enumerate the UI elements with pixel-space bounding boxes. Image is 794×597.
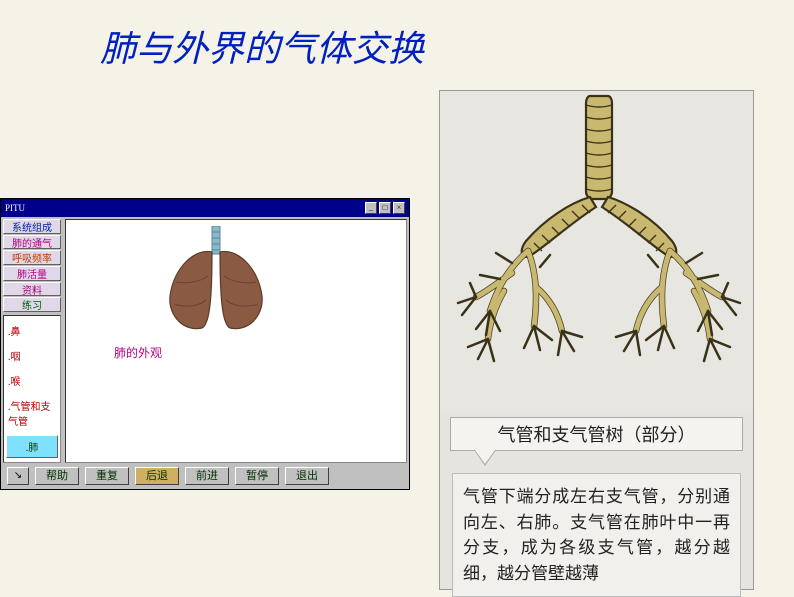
figure-panel: 气管和支气管树（部分） 气管下端分成左右支气管，分别通向左、右肺。支气管在肺叶中…	[439, 90, 754, 590]
titlebar: PITU _ □ ×	[1, 199, 409, 217]
corner-icon[interactable]: ↘	[7, 467, 29, 485]
sidebar-item-practice[interactable]: 练习	[3, 297, 61, 312]
pause-button[interactable]: 暂停	[235, 467, 279, 485]
lung-icon	[156, 226, 276, 336]
app-body: 系统组成 肺的通气 呼吸频率 肺活量 资料 练习 .鼻 .咽 .喉 .气管和支气…	[1, 217, 409, 465]
sec-item-trachea[interactable]: .气管和支气管	[6, 395, 58, 431]
canvas: 肺的外观	[65, 219, 407, 463]
callout-tail	[475, 450, 495, 464]
secondary-panel: .鼻 .咽 .喉 .气管和支气管 .肺	[3, 315, 61, 463]
page-title: 肺与外界的气体交换	[100, 20, 424, 72]
sidebar-item-frequency[interactable]: 呼吸频率	[3, 250, 61, 265]
sidebar: 系统组成 肺的通气 呼吸频率 肺活量 资料 练习 .鼻 .咽 .喉 .气管和支气…	[3, 219, 61, 463]
maximize-button[interactable]: □	[379, 202, 391, 214]
sidebar-item-system[interactable]: 系统组成	[3, 219, 61, 234]
sec-item-nose[interactable]: .鼻	[6, 320, 58, 341]
figure-caption-text: 气管和支气管树（部分）	[498, 421, 696, 447]
help-button[interactable]: 帮助	[35, 467, 79, 485]
figure-image	[440, 91, 753, 411]
repeat-button[interactable]: 重复	[85, 467, 129, 485]
titlebar-text: PITU	[5, 203, 365, 213]
back-button[interactable]: 后退	[135, 467, 179, 485]
sidebar-item-ventilation[interactable]: 肺的通气	[3, 235, 61, 250]
figure-description: 气管下端分成左右支气管，分别通向左、右肺。支气管在肺叶中一再分支，成为各级支气管…	[452, 473, 741, 597]
app-window: PITU _ □ × 系统组成 肺的通气 呼吸频率 肺活量 资料 练习 .鼻 .…	[0, 198, 410, 490]
canvas-caption: 肺的外观	[114, 344, 162, 361]
sidebar-item-material[interactable]: 资料	[3, 282, 61, 297]
sec-item-pharynx[interactable]: .咽	[6, 345, 58, 366]
window-controls: _ □ ×	[365, 202, 405, 214]
bronchial-tree-icon	[440, 91, 755, 411]
sec-item-lung[interactable]: .肺	[6, 435, 58, 458]
exit-button[interactable]: 退出	[285, 467, 329, 485]
close-button[interactable]: ×	[393, 202, 405, 214]
sec-item-larynx[interactable]: .喉	[6, 370, 58, 391]
minimize-button[interactable]: _	[365, 202, 377, 214]
figure-caption: 气管和支气管树（部分）	[450, 417, 743, 451]
sidebar-item-capacity[interactable]: 肺活量	[3, 266, 61, 281]
forward-button[interactable]: 前进	[185, 467, 229, 485]
bottombar: ↘ 帮助 重复 后退 前进 暂停 退出	[1, 465, 409, 487]
